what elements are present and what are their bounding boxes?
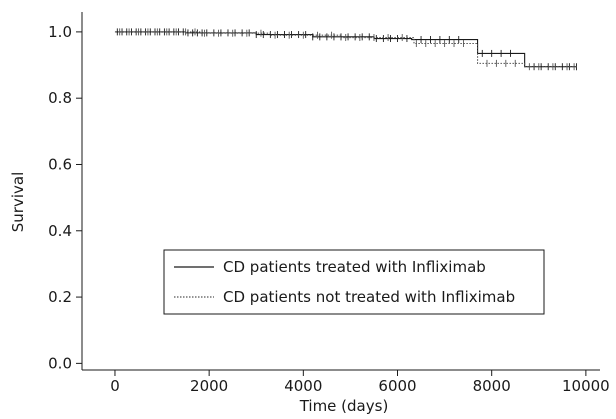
x-tick-label: 4000	[284, 377, 322, 395]
y-tick-label: 0.6	[48, 155, 72, 173]
survival-curve-untreated	[114, 31, 577, 68]
y-tick-label: 0.4	[48, 222, 72, 240]
series-layer	[114, 28, 577, 71]
y-axis-label: Survival	[9, 172, 27, 232]
y-tick-label: 1.0	[48, 23, 72, 41]
x-tick-label: 2000	[190, 377, 228, 395]
y-tick-label: 0.2	[48, 288, 72, 306]
legend-label-untreated: CD patients not treated with Infliximab	[223, 288, 515, 306]
y-tick-label: 0.0	[48, 354, 72, 372]
legend-label-treated: CD patients treated with Infliximab	[223, 258, 486, 276]
y-tick-label: 0.8	[48, 89, 72, 107]
x-axis-label: Time (days)	[299, 397, 389, 415]
legend-box	[163, 249, 545, 315]
x-tick-label: 10000	[562, 377, 610, 395]
axes: 0 2000 4000 6000 8000 10000 0.0 0.2 0.4 0.6 0.8 1.0	[48, 12, 610, 395]
x-tick-label: 8000	[473, 377, 511, 395]
legend: CD patients treated with Infliximab CD p…	[163, 249, 545, 315]
x-tick-label: 6000	[378, 377, 416, 395]
x-tick-label: 0	[110, 377, 120, 395]
